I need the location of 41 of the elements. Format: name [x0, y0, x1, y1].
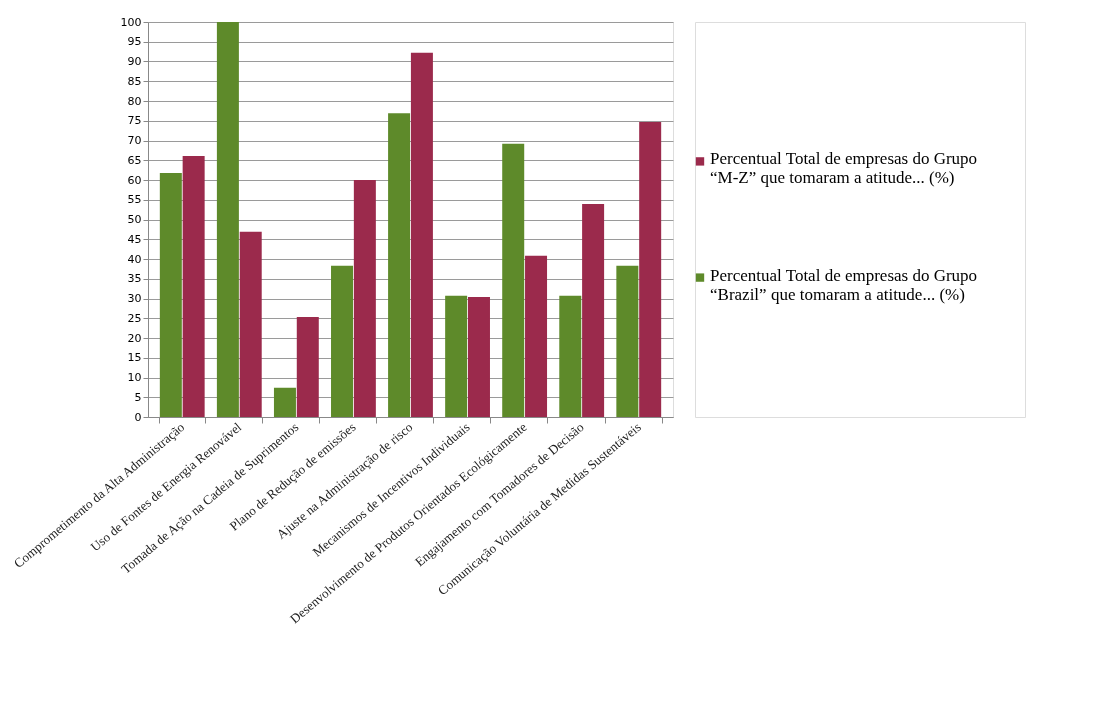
y-tick-label: 95 — [127, 35, 142, 49]
bar — [410, 52, 433, 417]
y-tick-label: 25 — [127, 311, 142, 325]
bar — [331, 265, 354, 417]
bar — [182, 155, 205, 417]
bar — [216, 22, 239, 417]
bar — [502, 143, 525, 417]
y-tick-label: 70 — [127, 134, 142, 147]
y-tick-label: 65 — [127, 153, 142, 167]
bar — [639, 121, 662, 417]
y-tick-label: 85 — [127, 74, 142, 88]
y-tick-label: 20 — [127, 331, 142, 345]
bar — [559, 295, 582, 417]
y-tick-label: 90 — [127, 55, 142, 68]
bar — [445, 295, 468, 417]
legend-label: Percentual Total de empresas do Grupo “M-Z” que tomaram a atitude... (%) — [710, 149, 978, 188]
y-tick-label: 55 — [127, 193, 142, 207]
bar — [296, 317, 319, 417]
y-tick-label: 30 — [127, 292, 142, 305]
y-tick-label: 75 — [127, 114, 142, 128]
bar — [273, 387, 296, 417]
y-tick-label: 35 — [127, 272, 142, 286]
bar — [159, 172, 182, 417]
bar — [616, 265, 639, 417]
bar — [353, 180, 376, 417]
y-tick-label: 60 — [127, 173, 142, 187]
y-tick-label: 80 — [127, 94, 142, 108]
bar — [582, 204, 605, 417]
legend-label: Percentual Total de empresas do Grupo “Brazil” que tomaram a atitude... (%) — [710, 265, 978, 304]
y-tick-label: 40 — [127, 252, 142, 266]
y-tick-label: 100 — [120, 15, 142, 29]
bar — [239, 231, 262, 417]
y-tick-label: 10 — [127, 371, 142, 384]
y-tick-label: 5 — [134, 390, 142, 404]
bar — [525, 255, 548, 417]
y-tick-label: 15 — [127, 351, 142, 365]
bar — [388, 113, 411, 417]
y-tick-label: 45 — [127, 232, 142, 246]
y-tick-label: 0 — [134, 410, 142, 424]
y-tick-label: 50 — [127, 213, 142, 226]
bar — [467, 296, 490, 417]
